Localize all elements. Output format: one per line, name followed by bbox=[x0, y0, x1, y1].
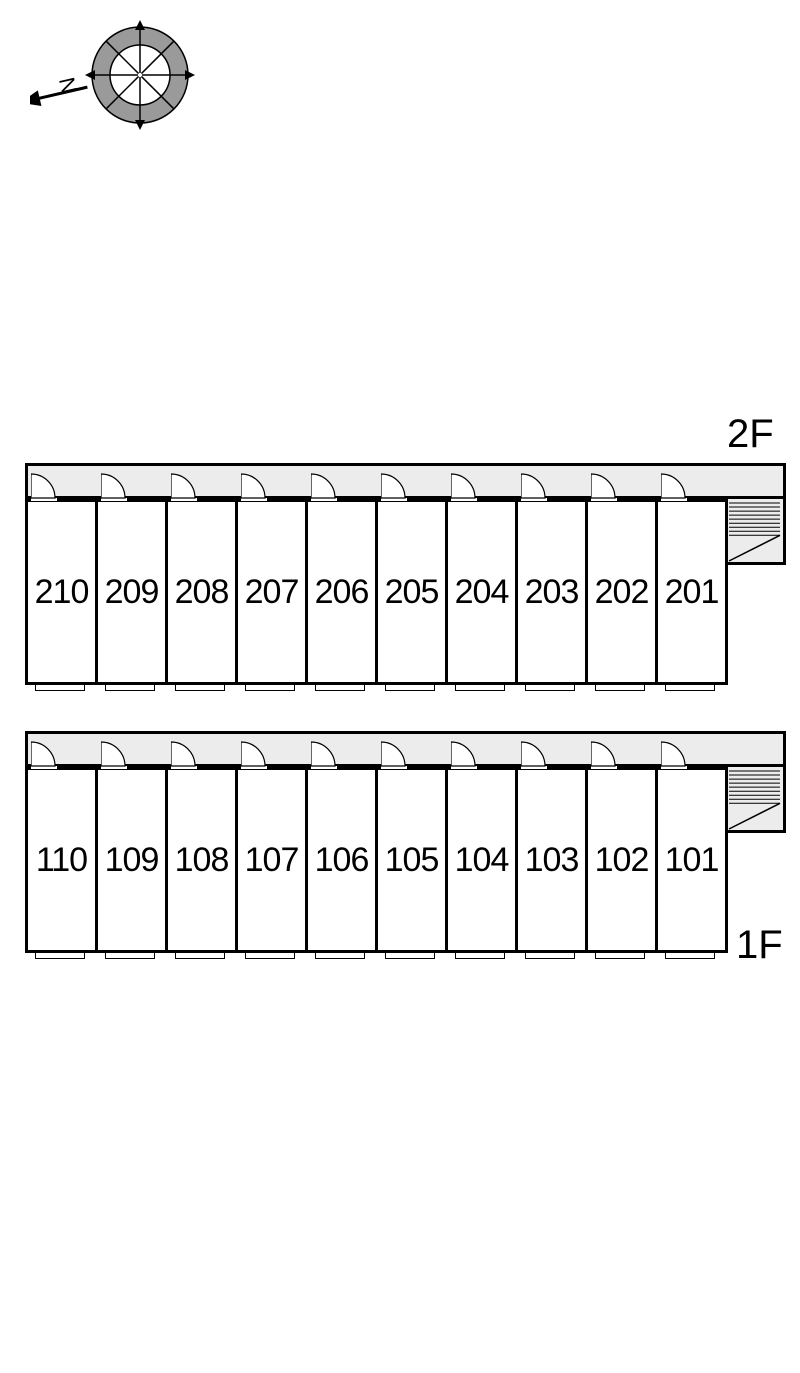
door-swing-icon bbox=[451, 740, 479, 768]
balcony-mark bbox=[525, 685, 575, 691]
room-unit: 110 bbox=[25, 767, 98, 953]
door-swing-icon bbox=[171, 472, 199, 500]
room-unit: 205 bbox=[375, 499, 448, 685]
door-swing-icon bbox=[521, 740, 549, 768]
door-swing-icon bbox=[661, 472, 689, 500]
door-swing-icon bbox=[101, 472, 129, 500]
stair-icon bbox=[725, 767, 786, 833]
balcony-mark bbox=[315, 685, 365, 691]
balcony-mark bbox=[385, 685, 435, 691]
door-swing-icon bbox=[661, 740, 689, 768]
room-label: 105 bbox=[385, 841, 439, 880]
balcony-mark bbox=[455, 953, 505, 959]
room-label: 202 bbox=[595, 573, 649, 612]
balcony-mark bbox=[175, 685, 225, 691]
door-swing-icon bbox=[591, 740, 619, 768]
door-swing-icon bbox=[31, 472, 59, 500]
room-label: 210 bbox=[35, 573, 89, 612]
room-unit: 206 bbox=[305, 499, 378, 685]
room-label: 110 bbox=[36, 841, 87, 880]
room-unit: 105 bbox=[375, 767, 448, 953]
room-label: 107 bbox=[245, 841, 299, 880]
room-unit: 101 bbox=[655, 767, 728, 953]
room-label: 201 bbox=[665, 573, 719, 612]
balcony-mark bbox=[175, 953, 225, 959]
door-swing-icon bbox=[101, 740, 129, 768]
balcony-mark bbox=[245, 953, 295, 959]
room-label: 104 bbox=[455, 841, 509, 880]
room-label: 205 bbox=[385, 573, 439, 612]
balcony-mark bbox=[595, 953, 645, 959]
room-unit: 202 bbox=[585, 499, 658, 685]
room-label: 108 bbox=[175, 841, 229, 880]
room-label: 208 bbox=[175, 573, 229, 612]
room-label: 206 bbox=[315, 573, 369, 612]
room-unit: 208 bbox=[165, 499, 238, 685]
room-unit: 201 bbox=[655, 499, 728, 685]
room-unit: 107 bbox=[235, 767, 308, 953]
floor-label: 1F bbox=[736, 923, 783, 968]
stair-icon bbox=[725, 499, 786, 565]
door-swing-icon bbox=[521, 472, 549, 500]
door-swing-icon bbox=[311, 740, 339, 768]
room-label: 103 bbox=[525, 841, 579, 880]
room-unit: 207 bbox=[235, 499, 308, 685]
door-swing-icon bbox=[241, 472, 269, 500]
room-unit: 108 bbox=[165, 767, 238, 953]
balcony-mark bbox=[385, 953, 435, 959]
room-label: 209 bbox=[105, 573, 159, 612]
room-unit: 109 bbox=[95, 767, 168, 953]
door-swing-icon bbox=[31, 740, 59, 768]
room-unit: 204 bbox=[445, 499, 518, 685]
balcony-mark bbox=[35, 685, 85, 691]
door-swing-icon bbox=[381, 740, 409, 768]
room-label: 101 bbox=[665, 841, 719, 880]
balcony-mark bbox=[665, 685, 715, 691]
room-unit: 103 bbox=[515, 767, 588, 953]
room-label: 109 bbox=[105, 841, 159, 880]
balcony-mark bbox=[595, 685, 645, 691]
room-label: 203 bbox=[525, 573, 579, 612]
balcony-mark bbox=[525, 953, 575, 959]
compass-icon: N bbox=[30, 20, 250, 170]
balcony-mark bbox=[455, 685, 505, 691]
room-unit: 106 bbox=[305, 767, 378, 953]
room-label: 207 bbox=[245, 573, 299, 612]
door-swing-icon bbox=[381, 472, 409, 500]
balcony-mark bbox=[315, 953, 365, 959]
door-swing-icon bbox=[311, 472, 339, 500]
door-swing-icon bbox=[451, 472, 479, 500]
compass-north-label: N bbox=[54, 75, 82, 96]
room-unit: 210 bbox=[25, 499, 98, 685]
balcony-mark bbox=[105, 953, 155, 959]
balcony-mark bbox=[245, 685, 295, 691]
door-swing-icon bbox=[591, 472, 619, 500]
room-label: 204 bbox=[455, 573, 509, 612]
room-unit: 203 bbox=[515, 499, 588, 685]
room-unit: 102 bbox=[585, 767, 658, 953]
room-label: 102 bbox=[595, 841, 649, 880]
balcony-mark bbox=[665, 953, 715, 959]
room-unit: 104 bbox=[445, 767, 518, 953]
balcony-mark bbox=[35, 953, 85, 959]
room-label: 106 bbox=[315, 841, 369, 880]
floor-label: 2F bbox=[727, 412, 774, 457]
door-swing-icon bbox=[171, 740, 199, 768]
room-unit: 209 bbox=[95, 499, 168, 685]
door-swing-icon bbox=[241, 740, 269, 768]
balcony-mark bbox=[105, 685, 155, 691]
